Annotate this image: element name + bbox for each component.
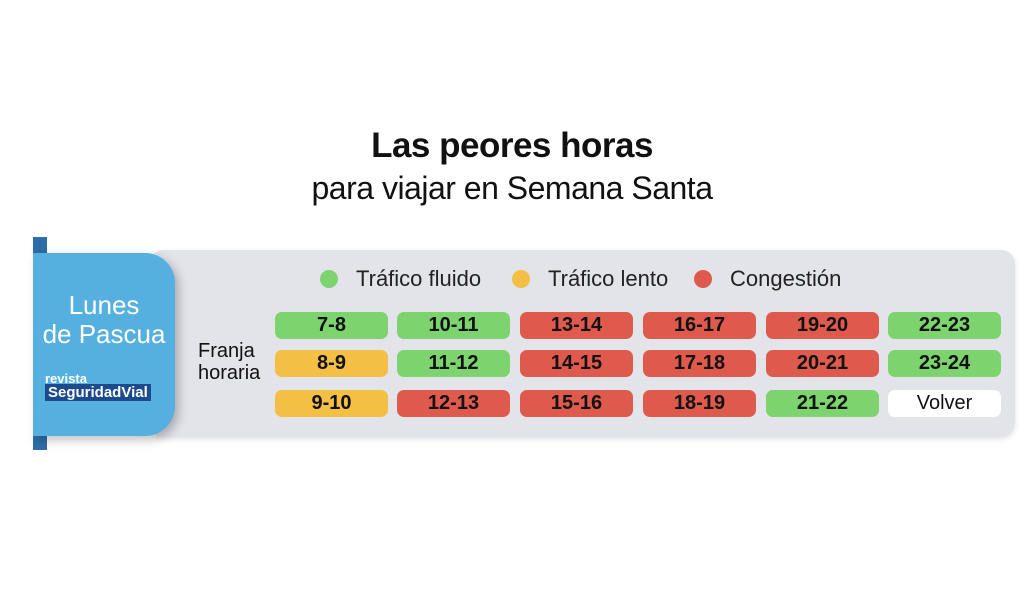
time-slot-19-20[interactable]: 19-20 [766, 312, 879, 339]
legend-label: Congestión [730, 266, 842, 291]
time-slot-23-24[interactable]: 23-24 [888, 350, 1001, 377]
title: Las peores horas [371, 126, 653, 165]
row-label: Franja horaria [198, 340, 260, 384]
time-slot-13-14[interactable]: 13-14 [520, 312, 633, 339]
legend-item-lento: Tráfico lento [512, 266, 668, 292]
revista-logo: revista SeguridadVial [45, 371, 169, 402]
time-slot-15-16[interactable]: 15-16 [520, 390, 633, 417]
day-line2: de Pascua [42, 319, 166, 349]
legend-dot-icon [512, 270, 530, 288]
time-slot-7-8[interactable]: 7-8 [275, 312, 388, 339]
row-label-line1: Franja [198, 340, 255, 362]
legend-dot-icon [694, 270, 712, 288]
day-line1: Lunes [68, 290, 140, 320]
time-slot-14-15[interactable]: 14-15 [520, 350, 633, 377]
legend-item-congestion: Congestión [694, 266, 841, 292]
time-slot-12-13[interactable]: 12-13 [397, 390, 510, 417]
time-slot-9-10[interactable]: 9-10 [275, 390, 388, 417]
time-slot-8-9[interactable]: 8-9 [275, 350, 388, 377]
logo-name: SeguridadVial [45, 384, 151, 401]
time-slot-16-17[interactable]: 16-17 [643, 312, 756, 339]
volver-button[interactable]: Volver [888, 390, 1001, 417]
tab-fold-bottom [33, 432, 47, 450]
time-slot-20-21[interactable]: 20-21 [766, 350, 879, 377]
time-slot-10-11[interactable]: 10-11 [397, 312, 510, 339]
row-label-line2: horaria [198, 362, 261, 384]
time-slot-11-12[interactable]: 11-12 [397, 350, 510, 377]
time-slot-17-18[interactable]: 17-18 [643, 350, 756, 377]
legend-label: Tráfico lento [548, 266, 669, 291]
legend-dot-icon [320, 270, 338, 288]
legend-item-fluido: Tráfico fluido [320, 266, 481, 292]
day-tab: Lunes de Pascua revista SeguridadVial [33, 253, 175, 436]
time-slot-21-22[interactable]: 21-22 [766, 390, 879, 417]
subtitle: para viajar en Semana Santa [311, 170, 713, 206]
tab-fold-top [33, 237, 47, 255]
logo-revista: revista [45, 371, 87, 386]
time-slot-18-19[interactable]: 18-19 [643, 390, 756, 417]
legend-label: Tráfico fluido [356, 266, 482, 291]
time-slot-22-23[interactable]: 22-23 [888, 312, 1001, 339]
